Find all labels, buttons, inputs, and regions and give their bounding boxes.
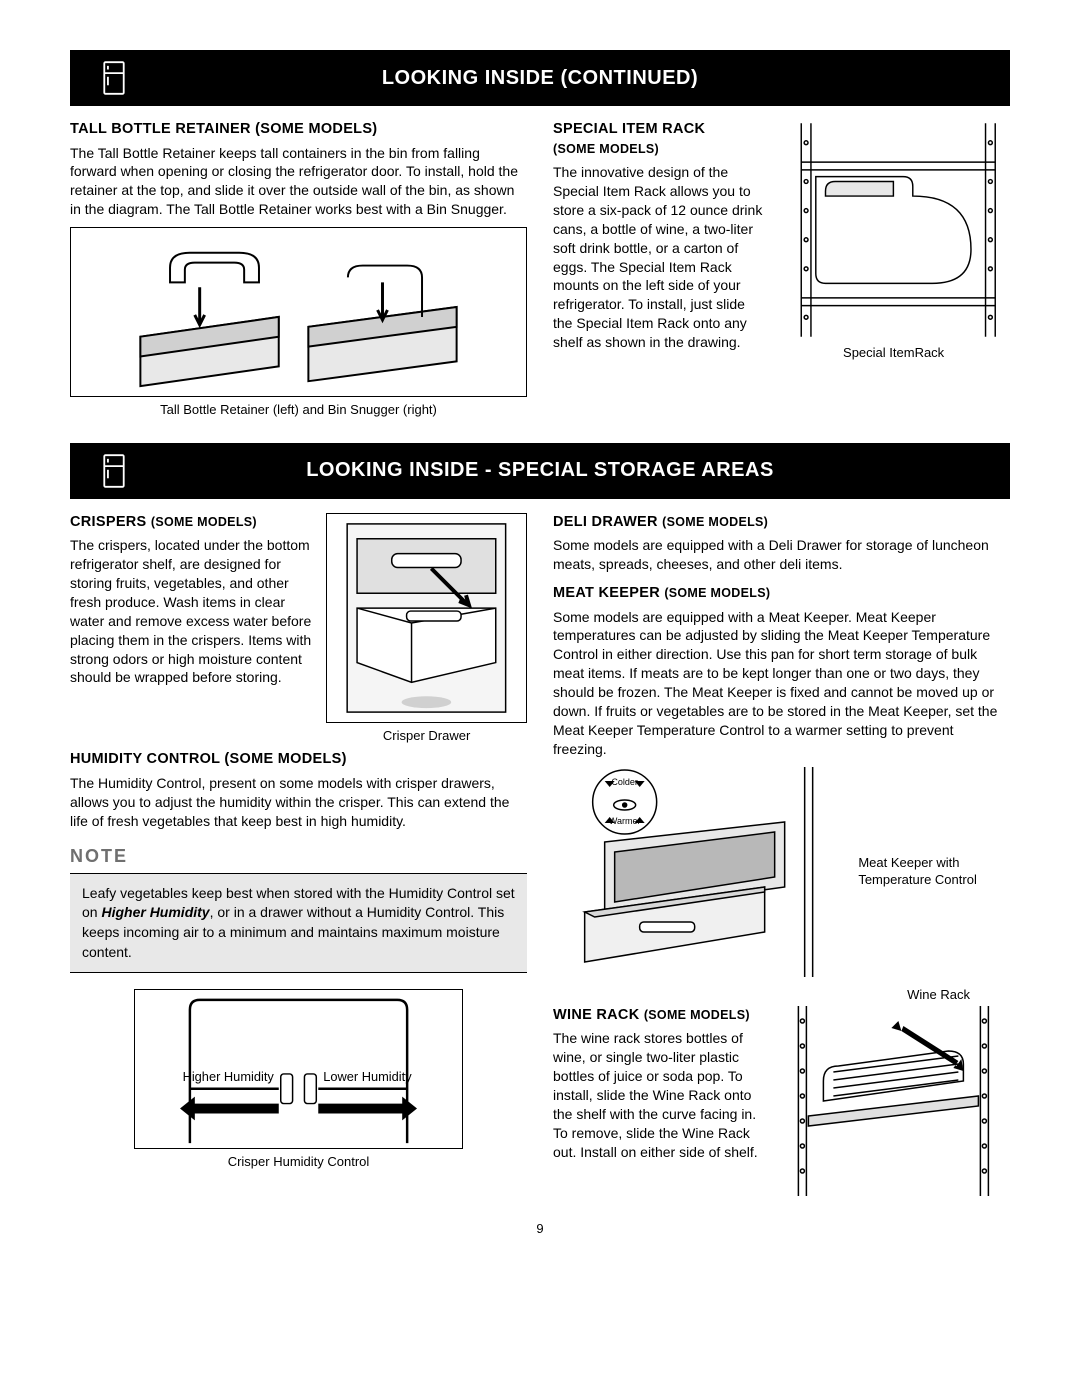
banner-title: LOOKING INSIDE (CONTINUED) [382, 65, 698, 92]
tall-bottle-caption: Tall Bottle Retainer (left) and Bin Snug… [70, 401, 527, 419]
humidity-body: The Humidity Control, present on some mo… [70, 774, 527, 831]
crispers-body: The crispers, located under the bottom r… [70, 536, 312, 687]
meat-heading: MEAT KEEPER (SOME MODELS) [553, 584, 1010, 604]
special-rack-heading-main: SPECIAL ITEM RACK [553, 121, 705, 137]
section-1: TALL BOTTLE RETAINER (SOME MODELS) The T… [70, 120, 1010, 419]
meat-body: Some models are equipped with a Meat Kee… [553, 608, 1010, 759]
warmer-label: Warmer [609, 816, 641, 826]
humidity-control-caption: Crisper Humidity Control [134, 1153, 463, 1171]
banner-special-storage: LOOKING INSIDE - SPECIAL STORAGE AREAS [70, 443, 1010, 499]
note-title: NOTE [70, 844, 527, 868]
wine-heading-sub: (SOME MODELS) [644, 1008, 750, 1022]
crispers-heading: CRISPERS (SOME MODELS) [70, 513, 312, 533]
section-2: CRISPERS (SOME MODELS) The crispers, loc… [70, 513, 1010, 1196]
left-storage-col: CRISPERS (SOME MODELS) The crispers, loc… [70, 513, 527, 1196]
crisper-caption: Crisper Drawer [326, 727, 527, 745]
higher-humidity-label: Higher Humidity [183, 1069, 275, 1084]
crispers-heading-sub: (SOME MODELS) [151, 515, 257, 529]
special-rack-heading: SPECIAL ITEM RACK (SOME MODELS) [553, 120, 763, 159]
note-box: Leafy vegetables keep best when stored w… [70, 873, 527, 973]
special-rack-heading-sub: (SOME MODELS) [553, 142, 659, 156]
tall-bottle-heading: TALL BOTTLE RETAINER (SOME MODELS) [70, 120, 527, 140]
deli-body: Some models are equipped with a Deli Dra… [553, 536, 1010, 574]
wine-rack-diagram [777, 1006, 1010, 1196]
colder-label: Colder [611, 777, 638, 787]
page-number: 9 [70, 1220, 1010, 1238]
deli-heading-sub: (SOME MODELS) [662, 515, 768, 529]
tall-bottle-diagram [70, 227, 527, 397]
humidity-heading: HUMIDITY CONTROL (SOME MODELS) [70, 750, 527, 770]
special-rack-diagram [777, 120, 1010, 340]
crispers-heading-main: CRISPERS [70, 514, 147, 530]
humidity-control-diagram: Higher Humidity Lower Humidity [134, 989, 463, 1149]
wine-rack-caption: Wine Rack [553, 987, 1010, 1004]
wine-heading-main: WINE RACK [553, 1007, 639, 1023]
tall-bottle-col: TALL BOTTLE RETAINER (SOME MODELS) The T… [70, 120, 527, 419]
meat-heading-main: MEAT KEEPER [553, 585, 660, 601]
meat-keeper-diagram: Colder Warmer [553, 767, 836, 977]
banner2-title: LOOKING INSIDE - SPECIAL STORAGE AREAS [306, 457, 774, 484]
special-rack-col: SPECIAL ITEM RACK (SOME MODELS) The inno… [553, 120, 1010, 419]
special-rack-caption: Special ItemRack [777, 344, 1010, 362]
fridge-icon [100, 454, 128, 488]
lower-humidity-label: Lower Humidity [323, 1069, 412, 1084]
fridge-icon [100, 61, 128, 95]
right-storage-col: DELI DRAWER (SOME MODELS) Some models ar… [553, 513, 1010, 1196]
crisper-diagram [326, 513, 527, 723]
tall-bottle-body: The Tall Bottle Retainer keeps tall cont… [70, 144, 527, 220]
meat-heading-sub: (SOME MODELS) [664, 586, 770, 600]
banner-looking-inside-continued: LOOKING INSIDE (CONTINUED) [70, 50, 1010, 106]
note-bold: Higher Humidity [101, 904, 209, 920]
meat-keeper-caption: Meat Keeper with Temperature Control [850, 855, 1010, 889]
special-rack-body: The innovative design of the Special Ite… [553, 163, 763, 352]
wine-body: The wine rack stores bottles of wine, or… [553, 1029, 763, 1161]
deli-heading: DELI DRAWER (SOME MODELS) [553, 513, 1010, 533]
wine-heading: WINE RACK (SOME MODELS) [553, 1006, 763, 1026]
deli-heading-main: DELI DRAWER [553, 514, 658, 530]
